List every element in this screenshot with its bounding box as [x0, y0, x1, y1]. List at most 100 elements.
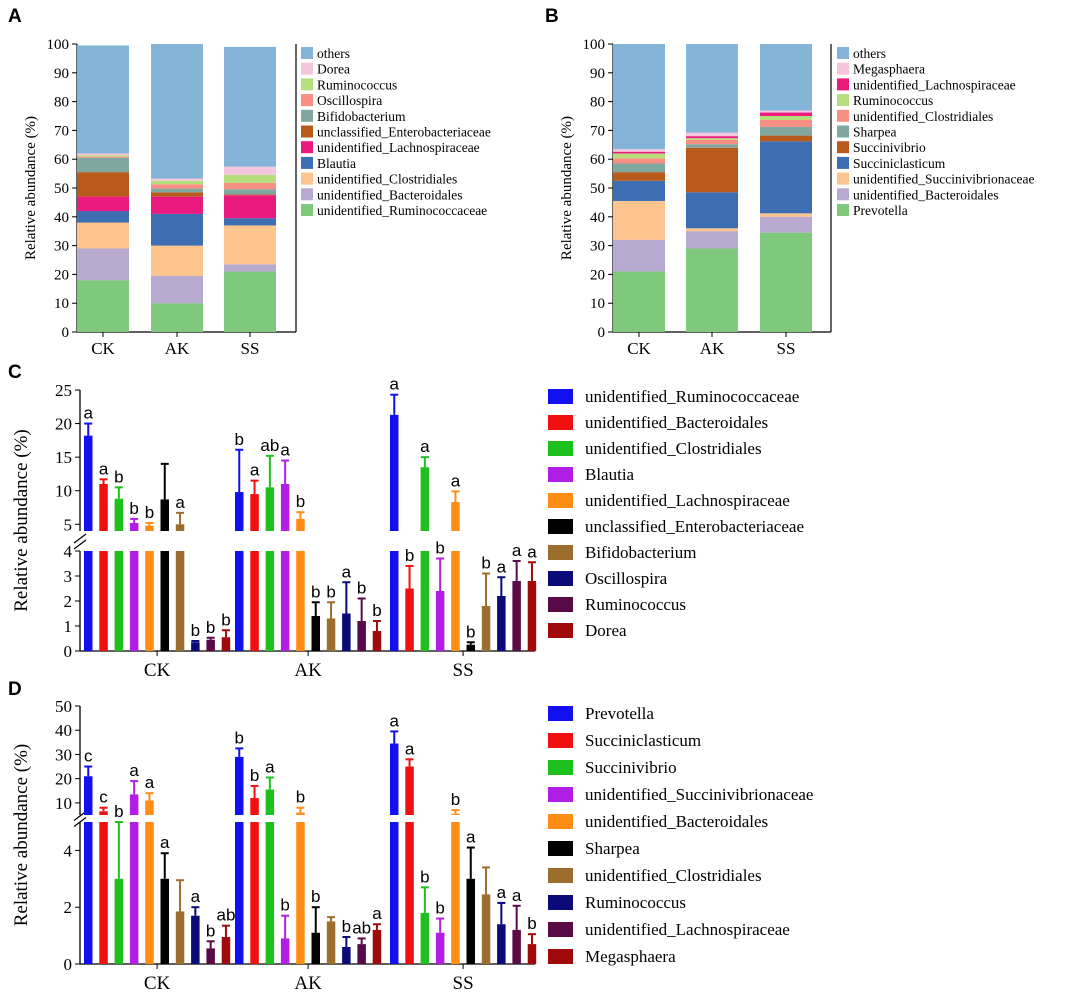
legend-swatch [301, 94, 313, 107]
legend-label: Megasphaera [585, 947, 676, 966]
x-tick-label: SS [453, 660, 474, 681]
legend-label: Succiniclasticum [853, 156, 946, 171]
y-tick-label: 50 [54, 181, 69, 197]
legend-label: Dorea [585, 621, 627, 640]
bar-prevotella-ck-upper [84, 776, 93, 815]
stack-segment-ruminococcus-ss [760, 116, 812, 121]
stack-segment-sharpea-ak [686, 144, 738, 148]
bar-megasphaera-ss [527, 944, 537, 964]
significance-letter: b [129, 499, 138, 518]
bar-unidentified_bacteroidales-ss [405, 588, 414, 651]
legend-label: unidentified_Lachnospiraceae [585, 920, 790, 939]
bar-sharpea-ak [311, 932, 320, 964]
significance-letter: b [296, 492, 305, 511]
legend-label: Prevotella [585, 704, 654, 723]
bar-succiniclasticum-ak-upper [250, 798, 259, 815]
y-tick-label: 60 [590, 152, 605, 168]
legend-label: others [853, 46, 886, 61]
y-tick-label: 2 [64, 592, 73, 611]
bar-unidentified_bacteroidales-ss-upper [451, 813, 460, 815]
y-tick-label: 40 [54, 210, 69, 226]
stack-segment-others-ck [613, 44, 665, 150]
legend-label: unidentified_Ruminococcaceae [317, 203, 487, 218]
legend-label: unidentified_Clostridiales [585, 439, 762, 458]
stack-segment-ruminococcus-ak [686, 138, 738, 140]
y-axis-label: Relative abundance (%) [11, 429, 32, 612]
y-tick-label: 10 [590, 296, 605, 312]
legend-swatch [301, 47, 313, 59]
legend-label: Oscillospira [317, 93, 382, 108]
stack-segment-prevotella-ss [760, 232, 812, 332]
significance-letter: b [114, 802, 123, 821]
bar-unidentified_bacteroidales-ck-upper [99, 484, 108, 531]
significance-letter: a [512, 541, 522, 560]
bar-unidentified_lachnospiraceae-ck-lower [145, 551, 154, 651]
legend-swatch [548, 571, 573, 586]
y-tick-label: 90 [590, 66, 605, 82]
bar-prevotella-ss-lower [390, 822, 399, 964]
stack-segment-blautia-ak [151, 213, 203, 246]
bar-unidentified_lachnospiraceae-ak-lower [296, 551, 305, 651]
legend-swatch [301, 62, 313, 75]
legend-swatch [301, 172, 313, 185]
legend-swatch [837, 172, 849, 185]
legend-swatch [548, 706, 573, 721]
stack-segment-unidentified_lachnospiraceae-ck [613, 151, 665, 154]
legend-swatch [301, 141, 313, 154]
y-axis-label: Relative abundance (%) [559, 116, 575, 260]
bar-ruminococcus-ck [191, 915, 200, 964]
legend-swatch [301, 78, 313, 91]
stack-segment-megasphaera-ak [686, 132, 738, 137]
y-tick-label: 1 [64, 617, 73, 636]
stack-segment-prevotella-ak [686, 248, 738, 332]
stack-segment-ruminococcus-ck [613, 153, 665, 159]
stack-segment-succiniclasticum-ss [760, 141, 812, 214]
bar-unidentified_succinivibrionaceae-ck-lower [129, 822, 139, 964]
bar-unidentified_clostridiales-ck-upper [114, 498, 124, 531]
bar-unidentified_lachnospiraceae-ss [512, 929, 521, 964]
stack-segment-unidentified_clostridiales-ak [686, 139, 738, 145]
bar-dorea-ck [221, 637, 231, 651]
legend-label: Bifidobacterium [317, 109, 406, 124]
stack-segment-unidentified_bacteroidales-ak [686, 231, 738, 249]
legend-label: Ruminococcus [317, 77, 397, 92]
bar-unidentified_ruminococcaceae-ss-upper [390, 414, 399, 531]
y-tick-label: 60 [54, 152, 69, 168]
stack-segment-succinivibrio-ak [686, 147, 738, 193]
legend-swatch [837, 188, 849, 201]
legend-swatch [548, 597, 573, 612]
significance-letter: ab [352, 918, 371, 937]
bar-unidentified_lachnospiraceae-ck [206, 948, 215, 964]
legend-swatch [837, 62, 849, 75]
stack-segment-sharpea-ck [613, 163, 665, 173]
legend-label: unidentified_Lachnospiraceae [853, 77, 1016, 92]
y-tick-label: 15 [55, 448, 72, 467]
y-tick-label: 40 [55, 721, 72, 740]
stack-segment-sharpea-ss [760, 126, 812, 136]
legend-label: unclassified_Enterobacteriaceae [317, 125, 491, 140]
stack-segment-unclassified_enterobacteriaceae-ak [151, 192, 203, 197]
legend-swatch [548, 493, 573, 508]
bar-blautia-ck-lower [129, 551, 139, 651]
significance-letter: b [435, 899, 444, 918]
legend-swatch [548, 949, 573, 964]
legend-swatch [548, 389, 573, 404]
legend-swatch [548, 760, 573, 775]
y-tick-label: 70 [54, 123, 69, 139]
legend-label: unidentified_Bacteroidales [585, 413, 768, 432]
x-tick-label: AK [294, 973, 322, 994]
bar-unidentified_bacteroidales-ck-upper [145, 800, 154, 815]
significance-letter: b [145, 503, 154, 522]
x-tick-label: AK [165, 339, 190, 358]
x-tick-label: SS [453, 973, 474, 994]
bar-unidentified_clostridiales-ss-lower [420, 551, 430, 651]
bar-ruminococcus-ck [206, 639, 215, 651]
stack-segment-succiniclasticum-ck [613, 180, 665, 201]
legend-swatch [837, 94, 849, 107]
significance-letter: a [497, 883, 507, 902]
legend-label: unidentified_Bacteroidales [585, 812, 768, 831]
y-tick-label: 20 [54, 267, 69, 283]
legend-swatch [837, 125, 849, 138]
stack-segment-unidentified_bacteroidales-ss [224, 264, 276, 272]
